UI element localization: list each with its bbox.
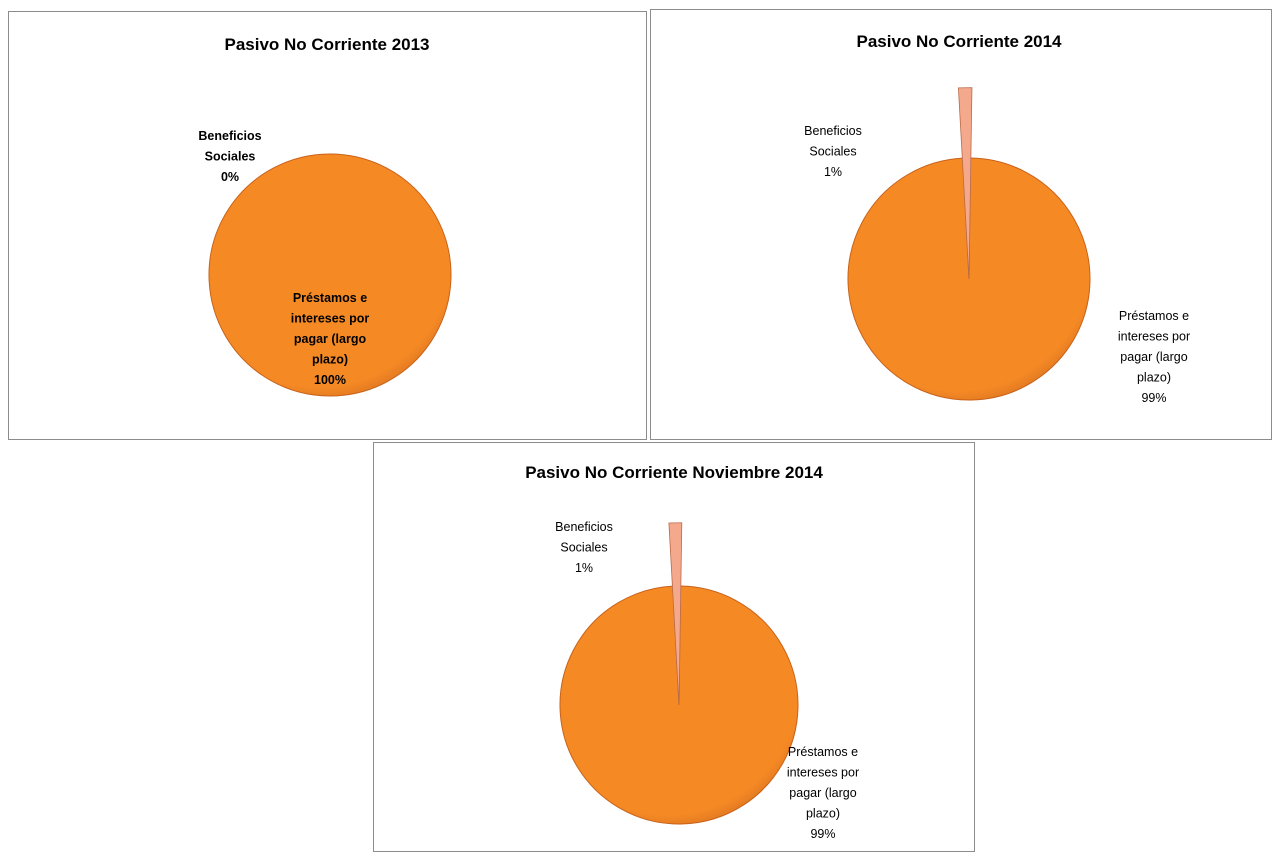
data-label-prestamos: Préstamos e intereses por pagar (largo plaz… (291, 291, 370, 387)
pie-chart-noviembre-2014-svg: Pasivo No Corriente Noviembre 2014 Benef… (525, 463, 859, 841)
data-label-beneficios: Beneficios Sociales 1% (804, 124, 862, 179)
data-label-beneficios: Beneficios Sociales 1% (555, 520, 613, 575)
slices-group (559, 522, 799, 825)
chart-title: Pasivo No Corriente 2014 (856, 32, 1062, 51)
data-label-prestamos: Préstamos e intereses por pagar (largo plaz… (787, 745, 859, 841)
chart-title: Pasivo No Corriente Noviembre 2014 (525, 463, 823, 482)
pie-chart-2013-svg: Pasivo No Corriente 2013 Beneficios Socia… (198, 35, 452, 397)
pie-chart-2014: Pasivo No Corriente 2014 Beneficios Socia… (650, 9, 1272, 440)
slices-group (847, 87, 1091, 401)
labels-group: Beneficios Sociales 1% Préstamos e intereses… (555, 520, 859, 841)
pie-slice-beneficios (957, 87, 973, 280)
pie-slice-prestamos (208, 153, 452, 397)
pie-chart-2013: Pasivo No Corriente 2013 Beneficios Socia… (8, 11, 647, 440)
data-label-beneficios: Beneficios Sociales 0% (198, 129, 261, 184)
data-label-prestamos: Préstamos e intereses por pagar (largo plaz… (1118, 309, 1190, 405)
slices-group (208, 153, 452, 397)
labels-group: Beneficios Sociales 1% Préstamos e intereses… (804, 124, 1190, 405)
labels-group: Beneficios Sociales 0% Préstamos e intereses… (198, 129, 369, 387)
chart-title: Pasivo No Corriente 2013 (224, 35, 429, 54)
pie-chart-noviembre-2014: Pasivo No Corriente Noviembre 2014 Benef… (373, 442, 975, 852)
pie-chart-2014-svg: Pasivo No Corriente 2014 Beneficios Socia… (804, 32, 1190, 405)
pie-slice-beneficios (668, 522, 683, 706)
